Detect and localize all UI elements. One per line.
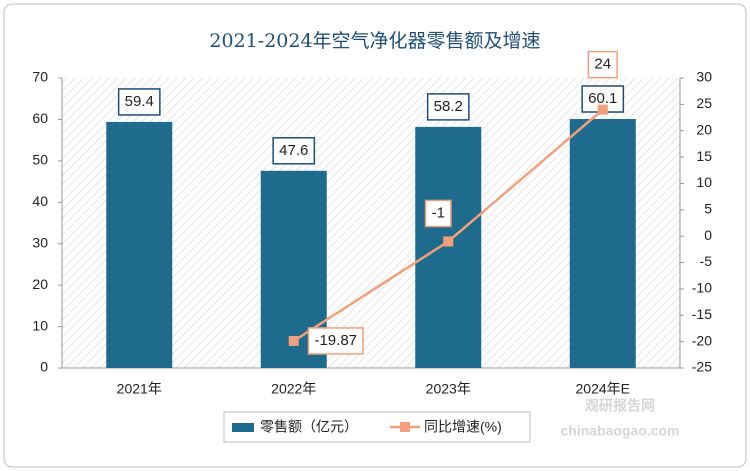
y-tick-label: 70	[32, 69, 48, 85]
legend-label: 零售额（亿元）	[260, 419, 358, 435]
data-label: 24	[594, 56, 611, 73]
data-label: -1	[432, 204, 445, 221]
data-label-box	[424, 199, 452, 228]
bar	[415, 126, 482, 368]
bar	[106, 121, 173, 369]
x-tick-label: 2021年	[117, 381, 162, 397]
data-label-box	[426, 93, 470, 121]
y-tick-label: 30	[32, 234, 48, 250]
data-label: 60.1	[588, 90, 617, 107]
y2-tick-label: 0	[704, 227, 712, 243]
y-tick-label: 0	[40, 359, 48, 375]
y2-tick-label: 20	[696, 121, 712, 137]
watermark: chinabaogao.com	[560, 423, 679, 439]
y-tick-label: 60	[32, 110, 48, 126]
x-tick-label: 2024年E	[576, 381, 630, 397]
chart-title: 2021-2024年空气净化器零售额及增速	[209, 30, 540, 52]
y2-tick-label: -25	[692, 359, 712, 375]
legend-swatch	[232, 423, 254, 432]
y2-tick-label: 25	[696, 95, 712, 111]
line-marker	[288, 335, 299, 346]
x-tick-label: 2022年	[271, 381, 316, 397]
y-tick-label: 20	[32, 276, 48, 292]
data-label-box	[272, 137, 316, 165]
y-tick-label: 50	[32, 152, 48, 168]
legend-swatch	[400, 422, 410, 432]
y-tick-label: 40	[32, 193, 48, 209]
y2-tick-label: 5	[704, 201, 712, 217]
legend-label: 同比增速(%)	[424, 419, 502, 435]
y2-tick-label: -20	[692, 332, 712, 348]
y2-tick-label: -5	[700, 253, 713, 269]
y2-tick-label: -10	[692, 280, 712, 296]
line-marker	[443, 236, 454, 247]
data-label: 58.2	[434, 98, 463, 115]
data-label-box	[307, 327, 364, 355]
line-marker	[597, 104, 608, 115]
data-label-box	[117, 88, 161, 116]
y2-tick-label: 30	[696, 69, 712, 85]
y2-tick-label: 10	[696, 174, 712, 190]
watermark: 观研报告网	[585, 398, 655, 414]
y2-tick-label: 15	[696, 148, 712, 164]
legend	[223, 411, 531, 443]
x-tick-label: 2023年	[426, 381, 471, 397]
y-tick-label: 10	[32, 317, 48, 333]
y2-tick-label: -15	[692, 306, 712, 322]
data-label: 59.4	[125, 93, 154, 110]
bar	[569, 119, 636, 368]
data-label: -19.87	[314, 332, 357, 349]
data-label: 47.6	[279, 142, 308, 159]
data-label-box	[587, 50, 618, 79]
